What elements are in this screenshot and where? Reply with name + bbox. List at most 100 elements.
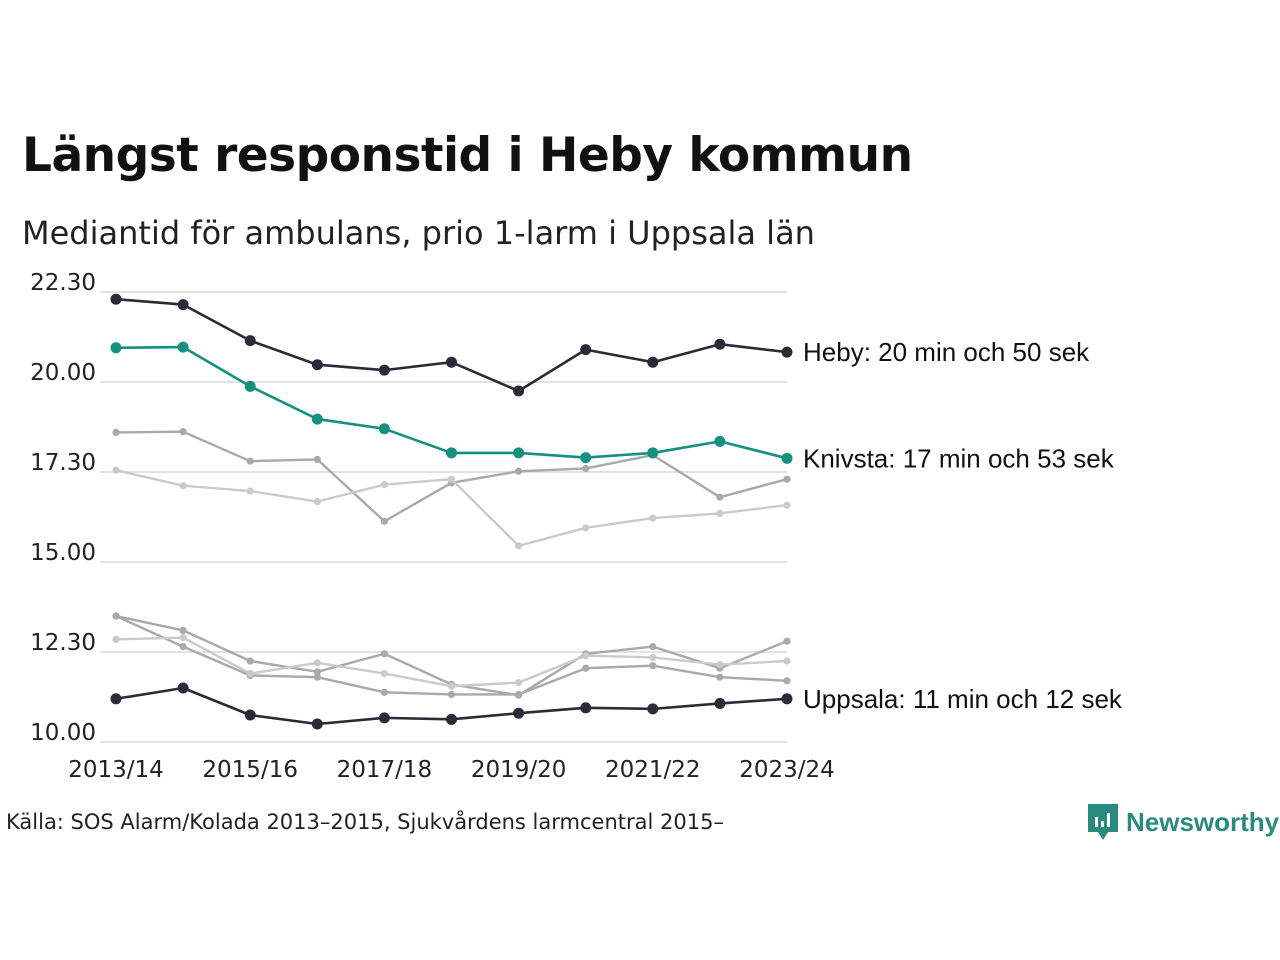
context-data-point <box>649 514 657 522</box>
context-data-point <box>112 428 120 436</box>
data-point-knivsta <box>378 423 390 435</box>
brand-name: Newsworthy <box>1126 806 1280 837</box>
context-data-point <box>716 493 724 501</box>
data-point-knivsta <box>714 435 726 447</box>
data-point-heby <box>177 299 189 311</box>
context-data-point <box>582 524 590 532</box>
context-data-point <box>313 497 321 506</box>
data-point-knivsta <box>781 452 793 464</box>
data-point-knivsta <box>446 447 457 459</box>
context-data-point <box>380 517 388 525</box>
data-point-heby <box>110 293 122 305</box>
y-tick-label: 17.30 <box>30 450 96 476</box>
series-label-knivsta: Knivsta: 17 min och 53 sek <box>803 443 1115 473</box>
data-point-knivsta <box>110 342 122 354</box>
context-data-point <box>716 661 724 669</box>
x-tick-label: 2019/20 <box>471 757 567 783</box>
data-point-heby <box>781 346 793 358</box>
chart-subtitle: Mediantid för ambulans, prio 1-larm i Up… <box>22 214 815 252</box>
y-tick-label: 12.30 <box>30 630 96 656</box>
chart-title: Längst responstid i Heby kommun <box>22 128 913 183</box>
data-point-heby <box>580 344 592 356</box>
context-data-point <box>649 653 657 662</box>
x-tick-label: 2013/14 <box>68 757 164 783</box>
context-data-point <box>515 467 523 475</box>
y-tick-label: 15.00 <box>30 540 96 566</box>
context-data-point <box>649 662 657 670</box>
series-line-heby <box>115 297 788 393</box>
context-data-point <box>313 668 321 676</box>
context-data-point <box>716 673 724 681</box>
data-point-uppsala <box>714 697 726 709</box>
y-tick-label: 10.00 <box>30 720 96 746</box>
data-point-uppsala <box>513 707 525 719</box>
context-data-point <box>380 688 388 696</box>
data-point-heby <box>244 335 256 347</box>
y-tick-label: 22.30 <box>30 270 96 296</box>
data-point-uppsala <box>781 693 793 705</box>
context-data-point <box>246 457 254 465</box>
context-data-point <box>179 626 187 635</box>
data-point-uppsala <box>244 709 256 721</box>
context-data-point <box>179 482 187 490</box>
data-point-knivsta <box>513 447 525 459</box>
context-data-point <box>246 487 254 495</box>
context-data-point <box>515 690 523 699</box>
context-data-point <box>783 637 791 645</box>
data-point-heby <box>647 356 659 368</box>
data-point-heby <box>311 359 323 371</box>
context-data-point <box>447 475 456 483</box>
data-point-heby <box>378 364 390 376</box>
y-tick-label: 20.00 <box>30 360 96 386</box>
context-data-point <box>582 652 590 660</box>
context-data-point <box>783 501 791 509</box>
context-data-point <box>783 475 791 483</box>
context-data-point <box>582 664 590 672</box>
context-data-point <box>313 659 321 667</box>
data-point-uppsala <box>378 712 390 724</box>
data-point-uppsala <box>446 713 457 725</box>
context-data-point <box>179 428 187 436</box>
data-point-knivsta <box>311 413 323 425</box>
context-data-point <box>313 455 321 463</box>
data-point-heby <box>446 356 457 368</box>
context-data-point <box>313 673 321 681</box>
x-tick-label: 2023/24 <box>739 757 835 783</box>
context-data-point <box>380 481 388 489</box>
context-data-point <box>649 643 657 651</box>
x-tick-label: 2021/22 <box>605 757 701 783</box>
data-point-heby <box>714 338 726 350</box>
context-data-point <box>447 682 456 690</box>
context-data-point <box>112 635 120 644</box>
newsworthy-logo-icon <box>1088 804 1118 840</box>
data-point-uppsala <box>647 703 659 715</box>
data-point-uppsala <box>110 693 122 705</box>
context-data-point <box>783 677 791 685</box>
context-data-point <box>716 509 724 517</box>
context-data-point <box>179 634 187 642</box>
series-label-heby: Heby: 20 min och 50 sek <box>803 337 1090 367</box>
context-data-point <box>380 670 388 678</box>
x-tick-label: 2017/18 <box>337 757 433 783</box>
data-point-heby <box>513 385 525 397</box>
context-data-point <box>112 466 120 474</box>
data-point-knivsta <box>244 380 256 392</box>
context-data-point <box>515 542 523 550</box>
context-data-point <box>515 679 523 687</box>
context-data-point <box>179 643 187 651</box>
source-note: Källa: SOS Alarm/Kolada 2013–2015, Sjukv… <box>6 810 724 834</box>
data-point-uppsala <box>177 682 189 694</box>
context-data-point <box>112 612 120 620</box>
data-point-knivsta <box>647 447 659 459</box>
data-point-knivsta <box>580 452 592 464</box>
data-point-uppsala <box>311 718 323 730</box>
context-data-point <box>783 657 791 665</box>
context-data-point <box>246 670 254 678</box>
context-data-point <box>447 690 456 699</box>
context-data-point <box>246 657 254 665</box>
data-point-uppsala <box>580 702 592 714</box>
context-data-point <box>582 464 590 472</box>
brand-logo: Newsworthy <box>1088 804 1279 840</box>
context-data-point <box>380 650 388 658</box>
